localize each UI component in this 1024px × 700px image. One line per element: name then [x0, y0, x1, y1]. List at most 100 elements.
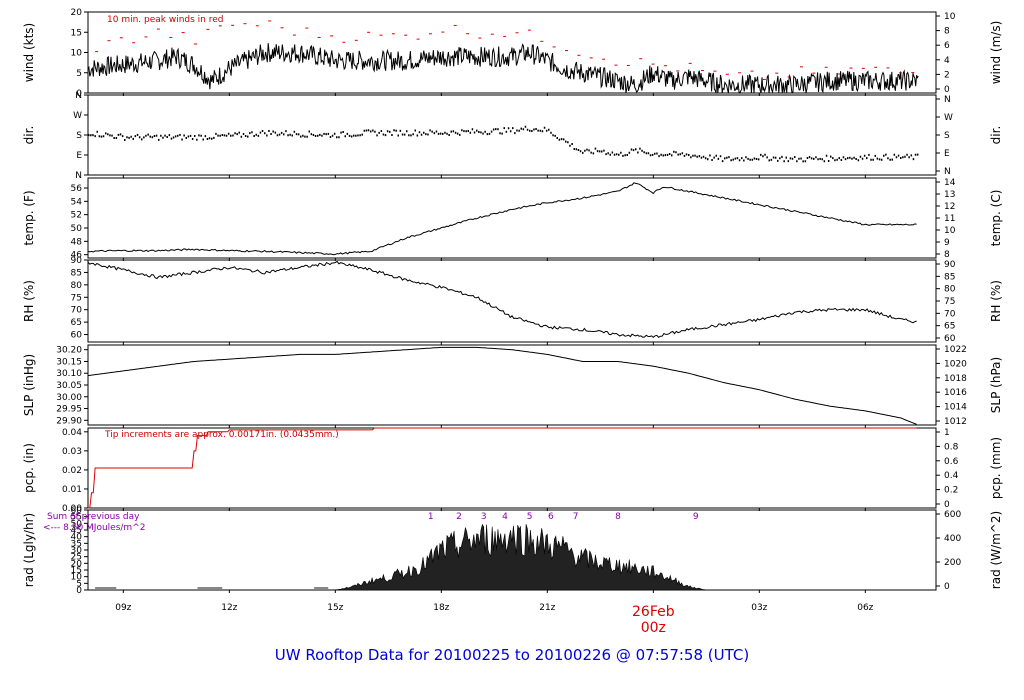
tick-label-left: N	[75, 171, 82, 181]
tick-label-left: 0.04	[62, 428, 82, 438]
tick-label-left: 20	[71, 559, 83, 569]
tick-label-right: 8	[944, 27, 950, 37]
series-relative-humidity	[87, 260, 917, 338]
tick-label-left: 20	[71, 8, 83, 18]
rad-marker: 7	[573, 512, 579, 522]
wind-annotation: 10 min. peak winds in red	[107, 15, 224, 25]
tick-label-right: 10	[944, 12, 956, 22]
tick-label-left: 29.95	[56, 405, 82, 415]
panel-frame	[87, 177, 937, 259]
tick-label-left: 70	[71, 306, 83, 316]
tick-label-left: 30.20	[56, 346, 82, 356]
x-tick-label: 21z	[539, 603, 555, 613]
tick-label-left: 5	[76, 69, 82, 79]
tick-label-left: 56	[71, 184, 83, 194]
y-axis-label-left: temp. (F)	[22, 190, 36, 245]
tick-label-right: 0	[944, 85, 950, 95]
tick-label-right: 0.8	[944, 442, 959, 452]
y-axis-label-right: temp. (C)	[989, 190, 1003, 247]
tick-label-left: 55	[71, 513, 82, 523]
series-sea-level-pressure	[87, 346, 917, 425]
tick-label-left: 30.00	[56, 393, 82, 403]
tick-label-right: 65	[944, 322, 955, 332]
tick-label-right: 400	[944, 534, 961, 544]
panel-rad: rad (Lgly/hr) rad (W/m^2)0510152025303540…	[22, 506, 1003, 596]
rad-marker: 1	[428, 512, 434, 522]
tick-label-right: 14	[944, 178, 956, 188]
y-axis-label-right: dir.	[989, 126, 1003, 145]
tick-label-right: 85	[944, 272, 955, 282]
radiation-area	[335, 523, 707, 591]
tick-label-right: S	[944, 131, 950, 141]
tick-label-right: 10	[944, 226, 956, 236]
tick-label-left: W	[73, 111, 82, 121]
tick-label-right: 6	[944, 41, 950, 51]
tick-label-left: S	[76, 131, 82, 141]
tick-label-right: 8	[944, 250, 950, 260]
y-axis-label-right: SLP (hPa)	[989, 357, 1003, 413]
tick-label-left: 48	[71, 237, 83, 247]
tick-label-left: 30	[71, 546, 83, 556]
tick-label-right: 90	[944, 260, 956, 270]
tick-label-right: 9	[944, 238, 950, 248]
tick-label-right: 0.2	[944, 486, 958, 496]
tick-label-left: 0.02	[62, 466, 82, 476]
tick-label-left: 5	[76, 579, 82, 589]
panel-frame	[87, 427, 937, 509]
y-axis-label-left: wind (kts)	[22, 23, 36, 82]
x-tick-label: 03z	[751, 603, 767, 613]
tick-label-left: 15	[71, 566, 82, 576]
tick-label-right: N	[944, 167, 951, 177]
rad-annotation-value: <--- 8.50 MJoules/m^2	[43, 523, 145, 533]
tick-label-left: 25	[71, 553, 82, 563]
pcp-annotation: Tip increments are approx. 0.00171in. (0…	[104, 430, 339, 440]
tick-label-right: N	[944, 95, 951, 105]
tick-label-left: 50	[71, 519, 83, 529]
tick-label-right: 1	[944, 428, 950, 438]
panel-temp: temp. (F) temp. (C) 46 48 50 52 54 56 8 9 10 11 12 13…	[22, 177, 1003, 261]
panel-wind: wind (kts) wind (m/s) 0 5 10 15 20 0 2 4 6 8 10 10 mi…	[22, 8, 1003, 99]
y-axis-label-left: pcp. (in)	[22, 443, 36, 493]
panel-frame	[87, 259, 937, 343]
tick-label-right: 0.4	[944, 471, 959, 481]
tick-label-left: 10	[71, 573, 83, 583]
tick-label-right: 200	[944, 558, 961, 568]
tick-label-left: E	[76, 151, 82, 161]
rad-marker: 2	[456, 512, 462, 522]
tick-label-left: 65	[71, 318, 82, 328]
tick-label-right: 0.6	[944, 457, 959, 467]
x-tick-label: 18z	[433, 603, 449, 613]
tick-label-left: 90	[71, 256, 83, 266]
rad-marker: 3	[481, 512, 487, 522]
tick-label-right: 60	[944, 334, 956, 344]
tick-label-left: N	[75, 91, 82, 101]
rad-marker: 8	[615, 512, 621, 522]
tick-label-left: 29.90	[56, 416, 82, 426]
rad-annotation-sum: Sum of previous day	[47, 512, 140, 522]
tick-label-left: 46	[71, 251, 83, 261]
y-axis-label-right: rad (W/m^2)	[989, 511, 1003, 589]
rad-marker: 4	[502, 512, 508, 522]
date-label-day: 26Feb	[632, 604, 675, 620]
tick-label-right: 75	[944, 297, 955, 307]
y-axis-label-left: dir.	[22, 126, 36, 145]
direction-points	[88, 125, 919, 163]
tick-label-right: 4	[944, 56, 950, 66]
tick-label-left: 30.05	[56, 381, 82, 391]
rad-marker: 6	[548, 512, 554, 522]
rad-marker: 5	[527, 512, 533, 522]
tick-label-right: 0	[944, 500, 950, 510]
tick-label-right: 1022	[944, 345, 967, 355]
x-tick-label: 12z	[221, 603, 237, 613]
tick-label-right: 12	[944, 202, 955, 212]
tick-label-left: 15	[71, 28, 82, 38]
tick-label-left: 10	[71, 49, 83, 59]
tick-label-left: 0	[76, 586, 82, 596]
tick-label-left: 0.03	[62, 447, 82, 457]
y-axis-label-right: wind (m/s)	[989, 21, 1003, 85]
tick-label-right: 80	[944, 285, 956, 295]
tick-label-left: 40	[71, 533, 83, 543]
tick-label-left: 54	[71, 197, 83, 207]
